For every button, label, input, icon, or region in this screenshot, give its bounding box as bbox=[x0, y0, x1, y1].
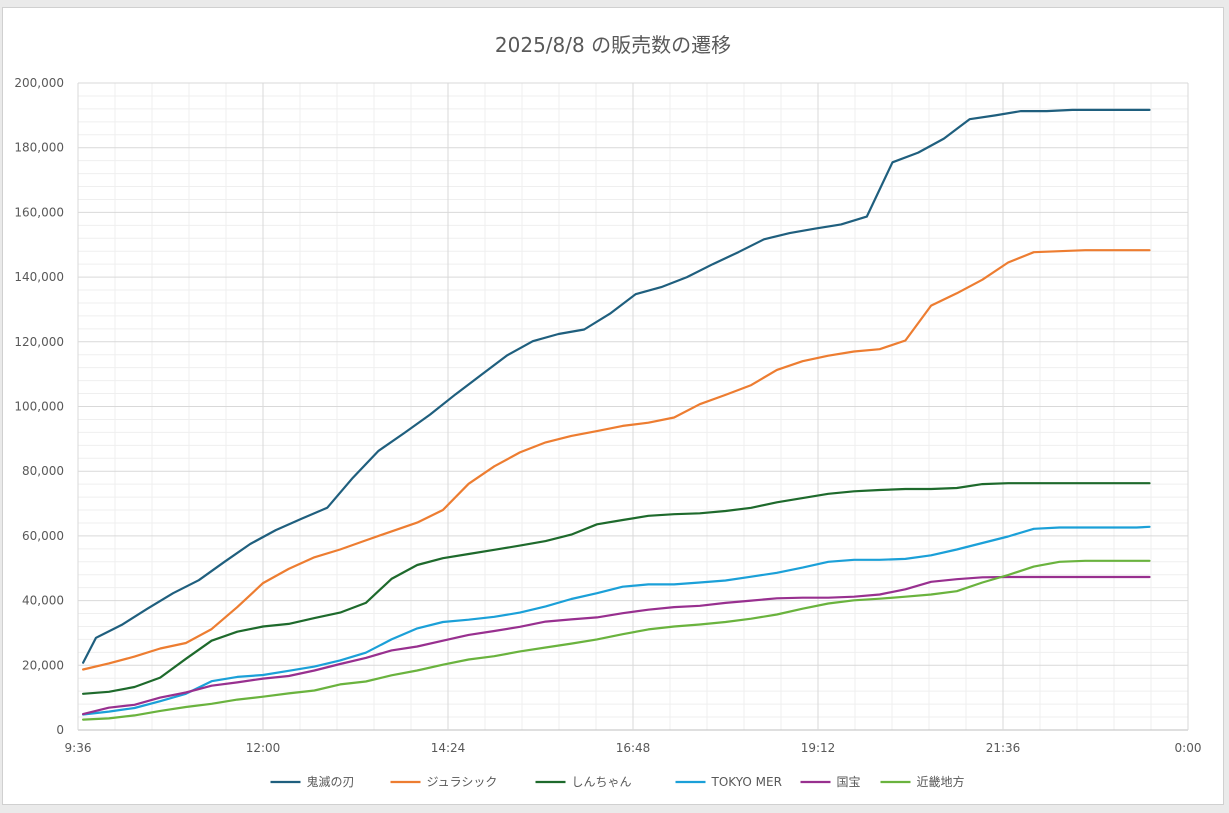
y-axis-tick-labels: 0 20,000 40,000 60,000 80,000 100,000 120,000 1… bbox=[14, 76, 64, 737]
x-tick-label: 14:24 bbox=[431, 741, 466, 755]
x-tick-label: 21:36 bbox=[986, 741, 1021, 755]
y-tick-label: 120,000 bbox=[14, 335, 64, 349]
legend: 鬼滅の刃 ジュラシック しんちゃん TOKYO MER 国宝 近畿地方 bbox=[270, 774, 965, 789]
series-line bbox=[81, 525, 1151, 716]
x-tick-label: 0:00 bbox=[1175, 741, 1202, 755]
y-tick-label: 80,000 bbox=[22, 464, 64, 478]
y-tick-label: 200,000 bbox=[14, 76, 64, 90]
chart-frame: 2025/8/8 の販売数の遷移 0 20,000 40,000 60,000 80,0… bbox=[2, 7, 1224, 805]
legend-label: ジュラシック bbox=[427, 775, 498, 789]
y-tick-label: 0 bbox=[56, 723, 64, 737]
y-tick-label: 20,000 bbox=[22, 658, 64, 672]
series-line bbox=[81, 559, 1151, 721]
legend-label: 国宝 bbox=[837, 775, 861, 789]
legend-label: TOKYO MER bbox=[711, 775, 782, 789]
x-tick-label: 19:12 bbox=[801, 741, 836, 755]
line-chart: 2025/8/8 の販売数の遷移 0 20,000 40,000 60,000 80,0… bbox=[14, 33, 1202, 789]
x-tick-label: 12:00 bbox=[246, 741, 281, 755]
y-tick-label: 140,000 bbox=[14, 270, 64, 284]
x-axis-tick-labels: 9:36 12:00 14:24 16:48 19:12 21:36 0:00 bbox=[65, 741, 1202, 755]
y-tick-label: 60,000 bbox=[22, 529, 64, 543]
series-line bbox=[81, 108, 1151, 664]
x-tick-label: 9:36 bbox=[65, 741, 92, 755]
legend-label: 近畿地方 bbox=[917, 774, 965, 789]
y-tick-label: 100,000 bbox=[14, 400, 64, 414]
series-lines bbox=[81, 108, 1151, 721]
series-line bbox=[81, 249, 1151, 671]
major-gridlines bbox=[77, 82, 1189, 731]
legend-label: 鬼滅の刃 bbox=[307, 774, 355, 789]
series-line bbox=[81, 482, 1151, 695]
y-tick-label: 180,000 bbox=[14, 141, 64, 155]
legend-label: しんちゃん bbox=[572, 775, 632, 789]
y-tick-label: 40,000 bbox=[22, 594, 64, 608]
series-line bbox=[81, 575, 1151, 716]
x-tick-label: 16:48 bbox=[616, 741, 651, 755]
chart-title: 2025/8/8 の販売数の遷移 bbox=[495, 33, 731, 57]
y-tick-label: 160,000 bbox=[14, 205, 64, 219]
